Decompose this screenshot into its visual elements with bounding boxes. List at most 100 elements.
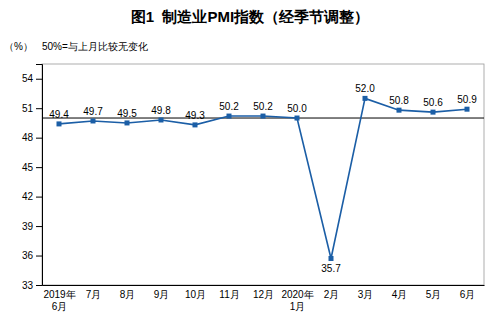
data-point <box>363 96 368 101</box>
x-tick-label: 2019年6月 <box>43 289 75 312</box>
x-tick: 2020年1月 <box>281 289 313 312</box>
plot-frame <box>42 64 484 285</box>
y-tick-label: 51 <box>22 103 34 114</box>
x-tick-label: 3月 <box>358 289 374 300</box>
data-point <box>465 107 470 112</box>
y-axis-line <box>36 65 43 286</box>
x-axis-line <box>43 285 485 286</box>
y-tick: 51 <box>22 103 42 114</box>
data-line <box>59 98 467 258</box>
y-tick: 45 <box>22 162 42 173</box>
x-tick-label: 2020年1月 <box>281 289 313 312</box>
x-tick-label-line: 12月 <box>253 289 274 300</box>
y-tick-label: 39 <box>22 221 34 232</box>
data-labels: 49.449.749.549.849.350.250.250.035.752.0… <box>49 83 477 274</box>
x-tick-label-line: 2月 <box>324 289 340 300</box>
x-tick-label-line: 7月 <box>86 289 102 300</box>
x-tick-label-line: 5月 <box>426 289 442 300</box>
marks <box>42 96 484 261</box>
x-tick: 5月 <box>426 289 442 300</box>
x-tick: 11月 <box>219 289 239 300</box>
y-tick-mark <box>36 167 42 168</box>
y-tick: 36 <box>22 250 42 261</box>
data-point <box>57 121 62 126</box>
x-tick-label-line: 9月 <box>154 289 170 300</box>
y-tick-label: 42 <box>22 191 34 202</box>
x-tick-label-line: 2020年 <box>281 289 313 300</box>
data-label: 50.2 <box>219 101 239 112</box>
chart-container: 图1 制造业PMI指数（经季节调整） （%） 50%=与上月比较无变化 33 36 39 4… <box>0 0 500 327</box>
x-tick-label-line: 8月 <box>120 289 136 300</box>
y-axis-title: （%） <box>4 41 33 52</box>
title: 图1 制造业PMI指数（经季节调整） <box>131 8 369 25</box>
data-label: 49.7 <box>83 106 103 117</box>
y-tick-label: 36 <box>22 250 34 261</box>
y-tick-mark <box>36 79 42 80</box>
y-tick: 48 <box>22 132 42 143</box>
x-tick-label: 12月 <box>253 289 274 300</box>
data-label: 49.8 <box>151 105 171 116</box>
x-tick: 2月 <box>324 289 340 300</box>
data-point <box>91 118 96 123</box>
x-tick: 3月 <box>358 289 374 300</box>
data-point <box>261 114 266 119</box>
y-tick: 54 <box>22 73 42 84</box>
y-tick-mark <box>36 138 42 139</box>
data-label: 49.5 <box>117 108 137 119</box>
x-tick-label-line: 6月 <box>460 289 476 300</box>
data-label: 50.2 <box>253 101 273 112</box>
data-label: 50.6 <box>423 97 443 108</box>
x-tick-label-line: 6月 <box>52 301 68 312</box>
x-tick: 8月 <box>120 289 136 300</box>
x-axis: 2019年6月7月8月9月10月11月12月2020年1月2月3月4月5月6月 <box>43 286 485 313</box>
data-label: 52.0 <box>355 83 375 94</box>
data-point <box>295 116 300 121</box>
x-tick-label: 9月 <box>154 289 170 300</box>
x-tick-label: 7月 <box>86 289 102 300</box>
y-axis: 33 36 39 42 45 48 51 54 <box>22 65 43 291</box>
x-tick-label: 5月 <box>426 289 442 300</box>
y-tick-mark <box>36 197 42 198</box>
x-tick: 10月 <box>185 289 206 300</box>
y-tick: 42 <box>22 191 42 202</box>
x-tick-label: 6月 <box>460 289 476 300</box>
data-label: 35.7 <box>321 263 341 274</box>
data-label: 50.0 <box>287 103 307 114</box>
x-tick-label: 4月 <box>392 289 408 300</box>
y-tick-label: 45 <box>22 162 34 173</box>
data-point <box>159 117 164 122</box>
data-point <box>227 114 232 119</box>
x-tick-label-line: 1月 <box>290 301 306 312</box>
x-tick-label-line: 4月 <box>392 289 408 300</box>
data-point <box>193 122 198 127</box>
chart-svg: 图1 制造业PMI指数（经季节调整） （%） 50%=与上月比较无变化 33 36 39 4… <box>0 0 500 327</box>
y-tick: 39 <box>22 221 42 232</box>
x-tick: 4月 <box>392 289 408 300</box>
x-tick-label-line: 10月 <box>185 289 206 300</box>
plot-area: 33363942454851542019年6月7月8月9月10月11月12月20… <box>22 64 485 312</box>
x-tick: 7月 <box>86 289 102 300</box>
y-tick-mark <box>36 226 42 227</box>
x-tick-label: 10月 <box>185 289 206 300</box>
y-tick-mark <box>36 256 42 257</box>
y-tick-label: 54 <box>22 73 34 84</box>
data-label: 49.3 <box>185 110 205 121</box>
data-label: 50.8 <box>389 95 409 106</box>
x-tick-label: 2月 <box>324 289 340 300</box>
y-tick-mark <box>36 108 42 109</box>
data-point <box>397 108 402 113</box>
x-tick-label-line: 3月 <box>358 289 374 300</box>
x-tick-label-line: 11月 <box>219 289 239 300</box>
y-tick: 33 <box>22 280 42 291</box>
y-tick-mark <box>36 285 42 286</box>
x-tick-label: 8月 <box>120 289 136 300</box>
x-tick-label-line: 2019年 <box>43 289 75 300</box>
y-tick-label: 48 <box>22 132 34 143</box>
data-label: 50.9 <box>457 94 477 105</box>
x-tick: 12月 <box>253 289 274 300</box>
x-tick: 2019年6月 <box>43 289 75 312</box>
data-point <box>329 256 334 261</box>
x-tick: 9月 <box>154 289 170 300</box>
data-point <box>125 120 130 125</box>
subtitle: 50%=与上月比较无变化 <box>42 41 148 52</box>
